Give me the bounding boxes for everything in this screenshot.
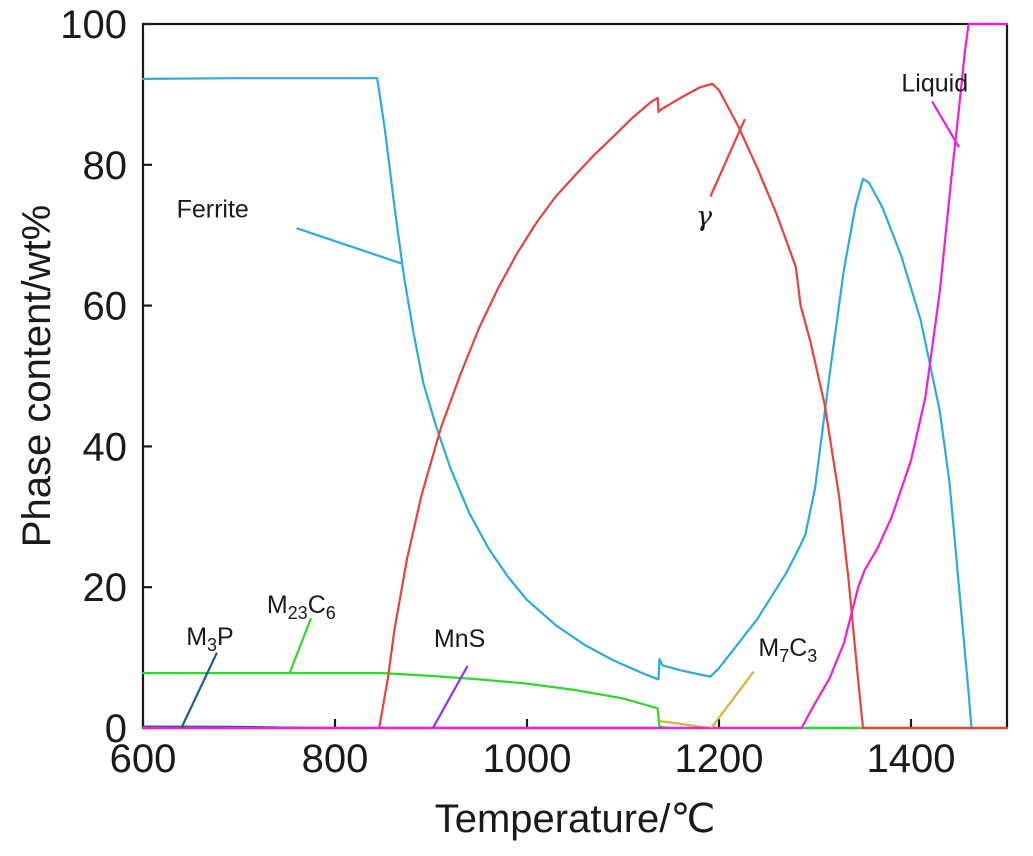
annotation-leader-mns: [431, 665, 469, 729]
y-tick-label: 0: [105, 707, 127, 751]
plot-area-border: [141, 22, 1009, 730]
plot-frame: [141, 22, 1009, 730]
axis-ticks: 600 800 1000 1200 1400 0 20 40 60 80 100: [60, 3, 955, 781]
annotation-leader-liquid: [931, 100, 960, 148]
y-axis-title: Phase content/wt%: [15, 205, 59, 547]
annotation-label-mns: MnS: [434, 625, 485, 653]
x-tick-label: 1400: [867, 737, 956, 781]
series-line-m23c6: [141, 672, 1009, 730]
x-axis-title: Temperature/℃: [435, 797, 716, 841]
annotation-label-m3p: M3P: [186, 623, 234, 655]
series-line-gamma: [141, 82, 1009, 730]
annotation-label-m23c6: M23C6: [267, 591, 336, 623]
annotation-leader-m23c6: [288, 617, 313, 673]
y-tick-label: 80: [83, 144, 128, 188]
x-tick-label: 800: [302, 737, 369, 781]
annotation-leader-gamma: [709, 118, 746, 197]
series-line-ferrite: [141, 77, 973, 730]
x-tick-label: 1200: [675, 737, 764, 781]
y-tick-label: 20: [83, 566, 128, 610]
annotation-leader-ferrite: [296, 227, 402, 265]
x-tick-label: 1000: [483, 737, 572, 781]
y-tick-label: 100: [60, 3, 127, 47]
series-line-liquid: [141, 22, 1009, 730]
annotation-label-liquid: Liquid: [901, 70, 968, 98]
y-tick-label: 40: [83, 425, 128, 469]
annotation-label-gamma: γ: [696, 201, 713, 232]
annotation-layer: Ferrite γ Liquid M23C6 M3P MnS M7C3: [177, 70, 968, 729]
series-layer: [141, 22, 1009, 730]
annotation-leader-m3p: [180, 652, 218, 729]
x-tick-label: 600: [110, 737, 177, 781]
y-tick-label: 60: [83, 285, 128, 329]
annotation-leader-m7c3: [710, 671, 755, 729]
annotation-label-m7c3: M7C3: [758, 634, 817, 666]
annotation-label-ferrite: Ferrite: [177, 196, 249, 224]
